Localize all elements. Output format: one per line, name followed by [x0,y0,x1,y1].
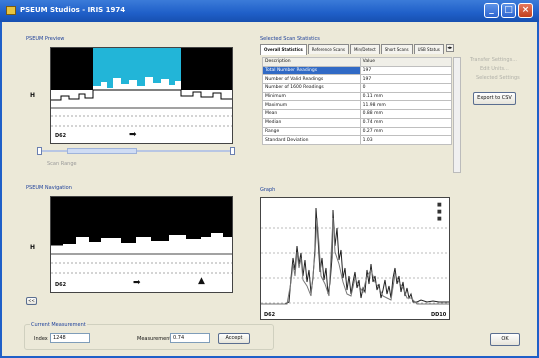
row-value: 1.03 [359,135,453,145]
column-header-value[interactable]: Value [359,57,453,67]
export-csv-button[interactable]: Export to CSV [473,92,516,105]
row-description: Range [262,126,361,137]
statistics-table: Description Value Total Number Readings 1… [262,57,453,145]
preview-profile [51,48,232,143]
index-label: Index [34,336,48,342]
measurement-label: Measurement [137,336,172,342]
table-row[interactable]: Number of 1600 Readings 0 [262,83,453,93]
graph-trace [261,207,449,305]
table-row[interactable]: Standard Deviation 1.03 [262,135,453,145]
measurement-field[interactable]: 0.74 [170,333,210,343]
position-marker-icon[interactable]: ▲ [198,276,205,286]
title-bar: PSEUM Studios - IRIS 1974 _ □ × [0,0,539,22]
row-description: Total Number Readings [262,65,361,76]
column-header-description[interactable]: Description [262,57,361,67]
legend-item-2[interactable]: ■ [437,209,442,215]
row-description: Mean [262,109,361,119]
graph-group-label: Graph [260,187,276,193]
row-value: 197 [359,65,453,76]
row-value: 0.11 mm [359,91,453,102]
row-description: Median [262,117,361,128]
tab-min-detect[interactable]: Min/Detect [349,44,380,54]
table-row[interactable]: Total Number Readings 197 [262,65,453,76]
tab-usb-status[interactable]: USB Status [413,44,444,54]
table-row[interactable]: Minimum 0.11 mm [262,91,453,102]
legend-item-3[interactable]: ■ [437,216,442,222]
index-field[interactable]: 1248 [50,333,90,343]
statistics-tabs: Overall Statistics Reference Scans Min/D… [260,44,454,55]
maximize-button[interactable]: □ [501,3,516,18]
row-description: Number of Valid Readings [262,74,361,85]
table-row[interactable]: Median 0.74 mm [262,117,453,128]
preview-group-label: PSEUM Preview [26,36,65,42]
row-description: Number of 1600 Readings [262,83,361,93]
tab-short-scans[interactable]: Short Scans [380,44,413,54]
navigation-side-label: H [30,244,36,251]
table-header-row: Description Value [262,57,453,67]
preview-side-label: H [30,92,36,99]
selected-settings-link[interactable]: Selected Settings [476,75,520,81]
row-value: 0.88 mm [359,109,453,119]
slider-left-knob[interactable] [37,147,42,155]
ok-button[interactable]: OK [490,333,520,346]
graph-plot[interactable]: ■ ■ ■ D62 DD10 [260,197,450,320]
app-icon [6,6,16,15]
accept-button[interactable]: Accept [218,333,250,344]
navigation-arrow-icon: ➡ [133,278,141,288]
navigation-corner-label: D62 [55,282,67,288]
row-description: Minimum [262,91,361,102]
edit-units-link[interactable]: Edit Units... [480,66,509,72]
row-value: 0.27 mm [359,126,453,137]
window-title: PSEUM Studios - IRIS 1974 [20,6,126,14]
row-value: 0 [359,83,453,93]
slider-caption: Scan Range [47,161,77,167]
previous-button[interactable]: << [26,297,37,305]
tab-overall-statistics[interactable]: Overall Statistics [260,44,307,55]
preview-corner-label: D62 [55,133,67,139]
legend-item-1[interactable]: ■ [437,202,442,208]
table-row[interactable]: Number of Valid Readings 197 [262,74,453,85]
row-value: 11.98 mm [359,100,453,111]
row-value: 197 [359,74,453,85]
preview-arrow-icon: ➡ [129,130,137,140]
tab-scroll-arrows-icon[interactable]: ◂▸ [445,44,454,52]
scan-range-slider[interactable] [37,147,235,155]
row-description: Standard Deviation [262,135,361,145]
table-scrollbar[interactable] [453,57,461,173]
table-row[interactable]: Maximum 11.98 mm [262,100,453,111]
navigation-plot[interactable]: D62 ➡ ▲ [50,196,233,293]
slider-selection[interactable] [67,148,137,154]
tab-reference-scans[interactable]: Reference Scans [307,44,349,54]
close-button[interactable]: × [518,3,533,18]
navigation-group-label: PSEUM Navigation [26,185,72,191]
row-description: Maximum [262,100,361,111]
table-row[interactable]: Range 0.27 mm [262,126,453,137]
preview-plot[interactable]: D62 ➡ [50,47,233,144]
graph-x-start-label: D62 [264,312,276,318]
graph-x-end-label: DD10 [431,312,447,318]
measurement-group-label: Current Measurement [30,322,87,328]
navigation-profile [51,197,232,292]
minimize-button[interactable]: _ [484,3,499,18]
statistics-group-label: Selected Scan Statistics [260,36,320,42]
measurement-group [24,324,274,350]
table-row[interactable]: Mean 0.88 mm [262,109,453,119]
slider-right-knob[interactable] [230,147,235,155]
row-value: 0.74 mm [359,117,453,128]
transfer-settings-link[interactable]: Transfer Settings... [470,57,517,63]
